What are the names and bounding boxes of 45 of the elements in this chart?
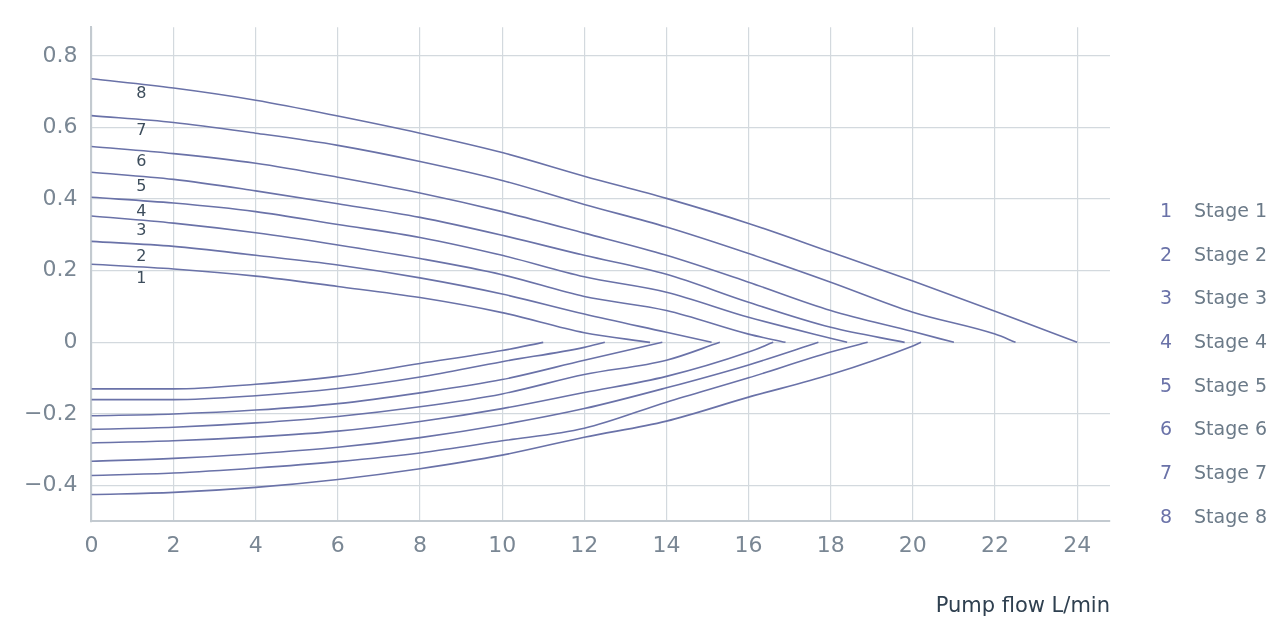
x-tick-label: 2 [166, 532, 181, 558]
x-tick-label: 20 [898, 532, 927, 558]
text: 5 [1160, 373, 1173, 396]
annotation: 8 [136, 82, 147, 102]
y-tick-label: 0 [63, 328, 78, 354]
x-tick-label: 22 [981, 532, 1009, 558]
text: Stage 1 [1194, 198, 1268, 221]
y-tick-label: −0.2 [24, 399, 78, 425]
text: 1 [1160, 198, 1173, 221]
annotation: 1 [136, 268, 147, 288]
annotation: 3 [136, 220, 147, 240]
x-axis-title: Pump flow L/min [935, 592, 1110, 617]
x-tick-label: 10 [488, 532, 517, 558]
y-tick-label: 0.8 [42, 41, 78, 67]
text: 4 [1160, 329, 1173, 352]
x-tick-label: 8 [412, 532, 427, 558]
x-tick-label: 12 [570, 532, 599, 558]
x-tick-label: 24 [1063, 532, 1092, 558]
text: 3 [1160, 286, 1173, 309]
x-tick-label: 6 [330, 532, 345, 558]
x-tick-label: 18 [816, 532, 845, 558]
annotation: 7 [136, 119, 147, 139]
annotation: 2 [136, 245, 147, 265]
y-tick-label: −0.4 [24, 471, 78, 497]
y-tick-label: 0.2 [42, 256, 78, 282]
text: Stage 8 [1194, 504, 1268, 527]
text: 8 [1160, 504, 1173, 527]
x-tick-label: 0 [84, 532, 99, 558]
text: 7 [1160, 460, 1173, 483]
annotation: 6 [136, 150, 147, 170]
x-tick-label: 14 [652, 532, 681, 558]
y-tick-label: 0.4 [42, 184, 78, 210]
text: Stage 7 [1194, 460, 1268, 483]
text: Stage 4 [1194, 329, 1268, 352]
text: Stage 3 [1194, 286, 1268, 309]
text: 2 [1160, 242, 1173, 265]
annotation: 5 [136, 176, 147, 196]
text: 6 [1160, 417, 1173, 440]
text: Stage 6 [1194, 417, 1268, 440]
y-tick-label: 0.6 [42, 113, 78, 139]
x-tick-label: 16 [734, 532, 763, 558]
text: Stage 5 [1194, 373, 1268, 396]
text: Stage 2 [1194, 242, 1268, 265]
annotation: 4 [136, 201, 147, 221]
x-tick-label: 4 [248, 532, 263, 558]
